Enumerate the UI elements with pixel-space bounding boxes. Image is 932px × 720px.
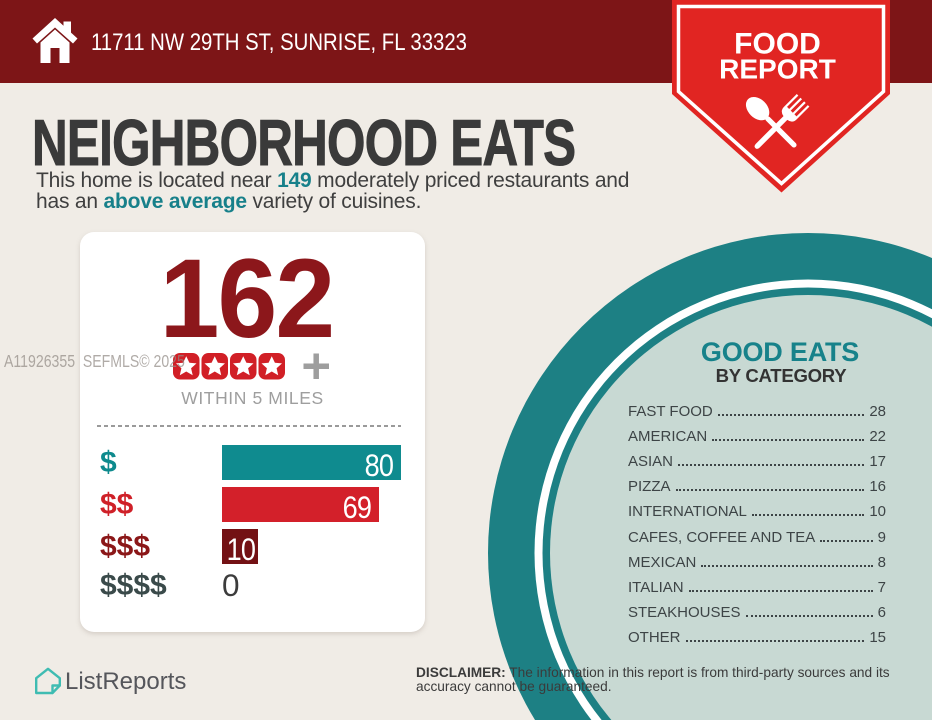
svg-text:FOOD: FOOD: [734, 28, 821, 61]
svg-text:REPORT: REPORT: [719, 54, 836, 85]
